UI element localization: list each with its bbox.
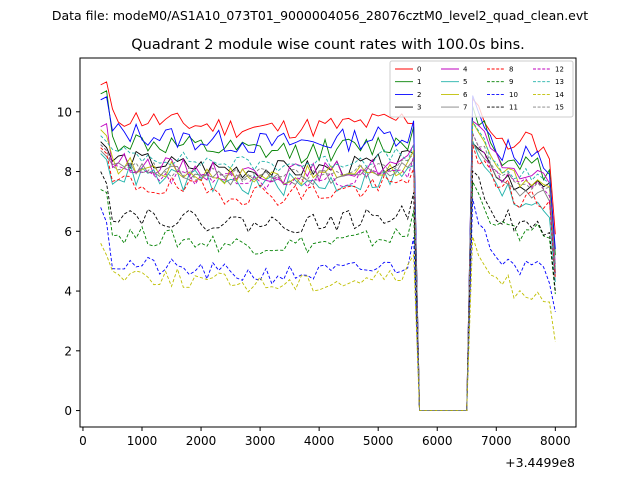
y-tick-label: 0 [64,404,72,418]
legend-label-0: 0 [417,66,421,74]
x-tick-label: 3000 [245,434,276,448]
x-tick-label: 1000 [127,434,158,448]
chart-suptitle: Data file: modeM0/AS1A10_073T01_90000040… [52,8,588,23]
y-tick-label: 6 [64,225,72,239]
x-offset-label: +3.4499e8 [505,455,575,470]
legend-label-14: 14 [555,91,564,99]
x-tick-label: 4000 [304,434,335,448]
y-tick-label: 2 [64,344,72,358]
series-line-15 [100,132,556,412]
legend-box [389,60,574,118]
legend-label-1: 1 [417,78,421,86]
x-tick-label: 2000 [186,434,217,448]
legend-label-13: 13 [555,78,564,86]
chart-title: Quadrant 2 module wise count rates with … [131,37,525,53]
legend-label-7: 7 [463,104,467,112]
series-line-14 [100,236,556,412]
plot-area [80,58,576,427]
legend-label-11: 11 [509,104,518,112]
series-line-3 [100,141,556,412]
x-tick-label: 6000 [422,434,453,448]
legend-label-9: 9 [509,78,513,86]
legend-label-3: 3 [417,104,421,112]
x-tick-label: 0 [79,434,87,448]
plot-frame [79,57,577,428]
series-line-12 [100,133,556,412]
legend-label-8: 8 [509,66,513,74]
legend-label-10: 10 [509,91,518,99]
legend-label-5: 5 [463,78,467,86]
legend-label-2: 2 [417,91,421,99]
legend-label-15: 15 [555,104,564,112]
series-line-7 [100,142,556,412]
series-line-11 [100,169,556,412]
series-layer [100,81,556,412]
axis-layer: 0 1000 2000 3000 4000 5000 6000 7000 8000 0 2 4 6 8 10 [57,105,571,448]
y-tick-label: 4 [64,285,72,299]
series-line-10 [100,198,556,412]
y-tick-label: 8 [64,165,72,179]
x-tick-label: 8000 [540,434,571,448]
x-tick-label: 5000 [363,434,394,448]
y-tick-label: 10 [57,105,72,119]
legend-label-4: 4 [463,66,468,74]
series-line-8 [100,144,556,412]
legend-label-12: 12 [555,66,564,74]
x-tick-label: 7000 [481,434,512,448]
legend-label-6: 6 [463,91,468,99]
